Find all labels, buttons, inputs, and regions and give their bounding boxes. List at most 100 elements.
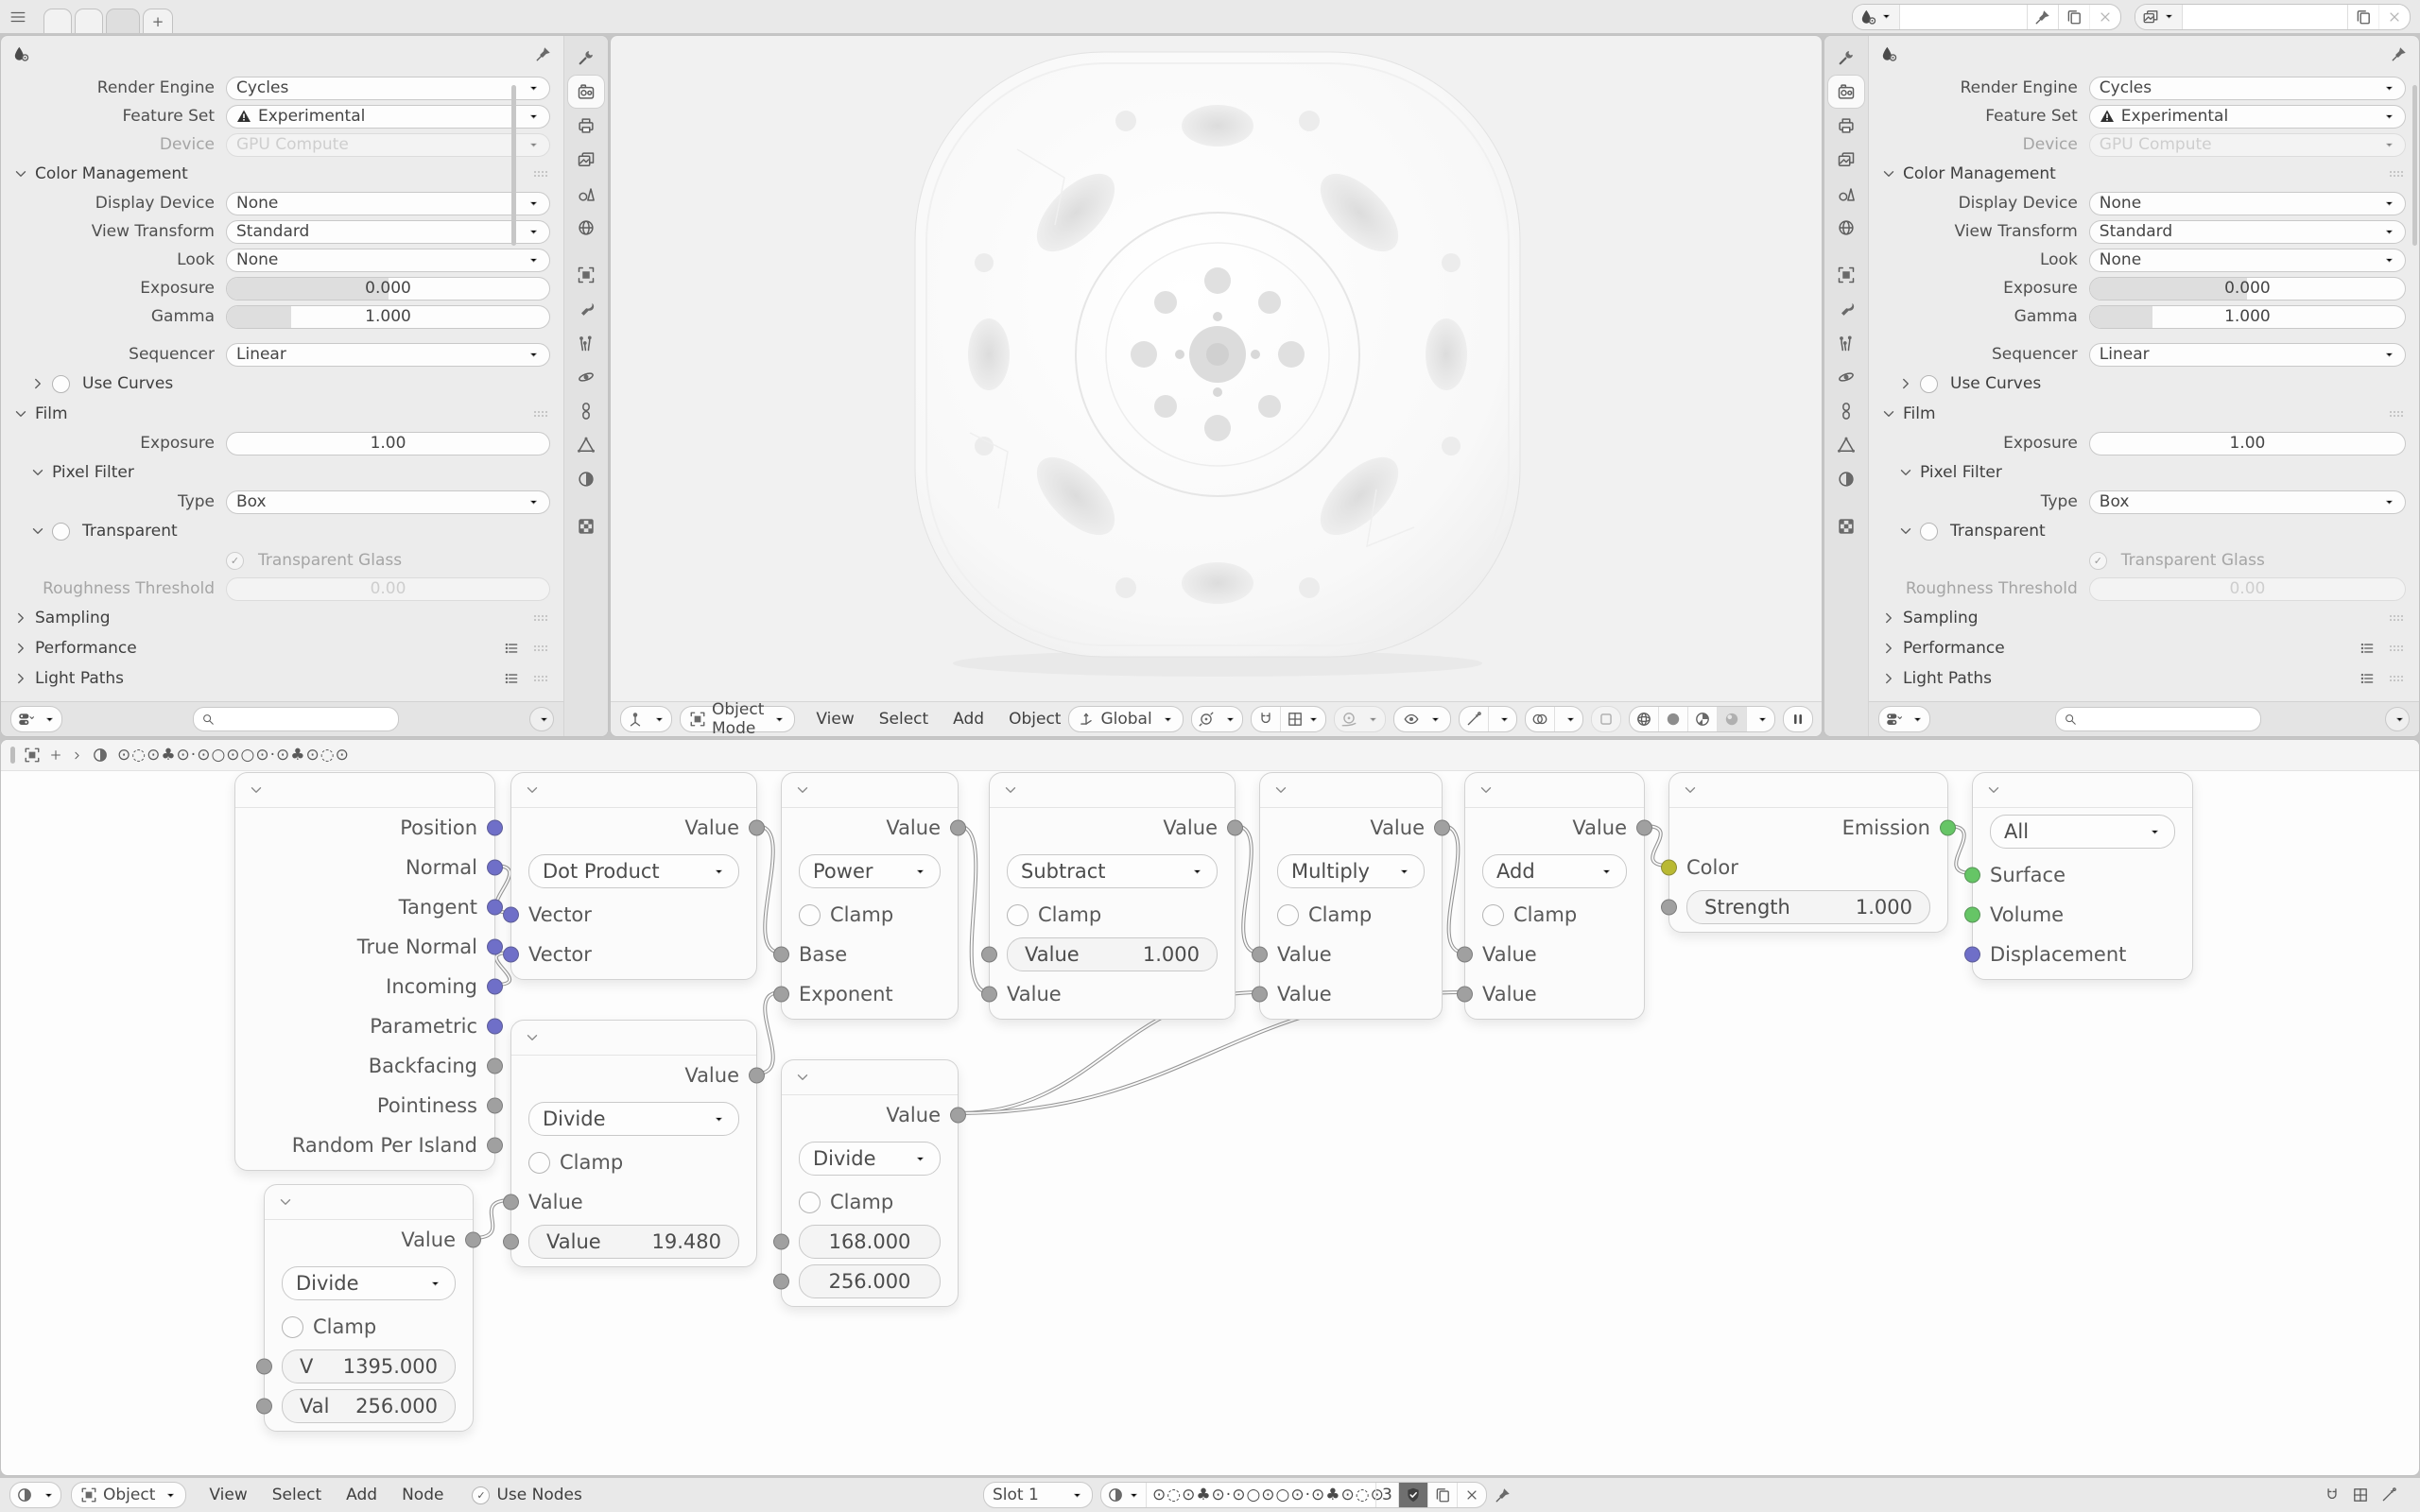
transparent-glass-checkbox[interactable] [226,551,244,570]
properties-tab-render[interactable] [568,76,604,108]
workspace-tab-3[interactable] [106,9,140,33]
sequencer-dropdown[interactable]: Linear [2088,342,2406,367]
drag-grip[interactable] [2389,674,2404,683]
panel-header-transparent[interactable]: Transparent [1950,522,2046,541]
panel-expand-icon[interactable] [12,610,29,627]
shading-solid-button[interactable] [1657,707,1687,731]
value-number-field[interactable]: 168.000 [799,1225,941,1259]
panel-expand-icon[interactable] [1880,670,1897,687]
properties-tab-tool[interactable] [1828,42,1864,74]
scene-icon-button[interactable] [1853,4,1899,29]
drag-grip[interactable] [533,644,548,653]
panel-header-light-paths[interactable]: Light Paths [35,669,125,688]
true-normal-output-socket[interactable] [487,938,503,955]
pin-icon[interactable] [1495,1486,1512,1503]
pause-render-button[interactable] [1782,706,1813,732]
properties-tab-scene[interactable] [568,178,604,210]
properties-tab-object-data[interactable] [568,429,604,461]
properties-tab-material[interactable] [568,463,604,495]
material-name-field[interactable]: ⊙◌⊙♣⊙·⊙○⊙○⊙·⊙♣⊙◌⊙ [1146,1483,1384,1507]
value-output-socket[interactable] [749,819,765,836]
display-device-dropdown[interactable]: None [226,191,550,215]
node-header[interactable] [235,773,494,808]
panel-header-film[interactable]: Film [35,404,68,423]
feature-set-dropdown[interactable]: Experimental [2088,104,2406,129]
value-input-socket[interactable] [503,1194,519,1211]
copy-scene-button[interactable] [2058,4,2089,29]
drag-grip[interactable] [2389,644,2404,653]
exposure-field[interactable]: 1.00 [226,431,550,455]
type-dropdown[interactable]: Box [2088,490,2406,514]
panel-header-use-curves[interactable]: Use Curves [1950,374,2042,393]
viewport-menu-object[interactable]: Object [1009,710,1062,729]
drag-grip[interactable] [533,674,548,683]
panel-header-sampling[interactable]: Sampling [35,609,111,627]
shading-rendered-button[interactable] [1716,707,1746,731]
emission-output-socket[interactable] [1940,819,1956,836]
panel-expand-icon[interactable] [29,375,46,392]
operation-dropdown[interactable]: Add [1482,854,1627,888]
list-icon[interactable] [503,670,520,687]
collapse-node-icon[interactable] [1478,782,1495,799]
shader-type-dropdown[interactable]: Object [71,1482,187,1508]
node-add[interactable]: Value Add Clamp Value Value [1457,772,1652,1020]
properties-tab-particles[interactable] [1828,327,1864,359]
overlays-dropdown[interactable] [1553,707,1582,731]
shading-material-button[interactable] [1686,707,1717,731]
scene-name-field[interactable] [1899,4,2027,29]
panel-expand-icon[interactable] [1880,405,1897,422]
panel-expand-icon[interactable] [1897,523,1914,540]
properties-tab-texture[interactable] [1828,510,1864,542]
use-nodes-checkbox[interactable]: Use Nodes [472,1486,582,1504]
value-output-socket[interactable] [749,1067,765,1084]
list-icon[interactable] [2359,640,2376,657]
value-input-socket[interactable] [981,986,997,1003]
drag-grip[interactable] [2389,613,2404,623]
render-engine-dropdown[interactable]: Cycles [2088,76,2406,100]
material-users-button[interactable]: 3 [1375,1483,1398,1507]
pin-id-icon[interactable] [535,45,552,62]
clamp-checkbox[interactable] [1482,903,1504,926]
viewport-canvas[interactable] [611,36,1822,702]
add-workspace-button[interactable]: + [143,9,173,33]
v-number-field[interactable]: V 1395.000 [282,1349,456,1383]
device-dropdown[interactable]: GPU Compute [226,132,550,157]
value-input-socket[interactable] [981,946,997,963]
node-power[interactable]: Value Power Clamp Base Exponent [773,772,966,1020]
properties-tab-tool[interactable] [568,42,604,74]
collapse-node-icon[interactable] [524,782,541,799]
collapse-node-icon[interactable] [794,1069,811,1086]
device-dropdown[interactable]: GPU Compute [2088,132,2406,157]
node-header[interactable] [511,773,756,808]
panel-expand-icon[interactable] [12,405,29,422]
properties-tab-object[interactable] [1828,259,1864,291]
value-input-socket[interactable] [773,1273,789,1290]
collapse-node-icon[interactable] [1002,782,1019,799]
use-curves-checkbox[interactable] [52,374,70,393]
viewport-menu-add[interactable]: Add [953,710,985,729]
clamp-checkbox[interactable] [799,903,821,926]
slot-dropdown[interactable]: Slot 1 [983,1482,1093,1508]
render-engine-dropdown[interactable]: Cycles [226,76,550,100]
proportional-editing-dropdown[interactable] [1333,706,1386,732]
clamp-checkbox[interactable] [799,1191,821,1213]
node-header[interactable] [1669,773,1947,808]
strength-input-socket[interactable] [1661,899,1677,916]
clamp-checkbox[interactable] [1277,903,1299,926]
tangent-output-socket[interactable] [487,899,503,916]
panel-header-light-paths[interactable]: Light Paths [1903,669,1993,688]
panel-header-transparent[interactable]: Transparent [82,522,178,541]
value-number-field[interactable]: Value 19.480 [528,1225,739,1259]
strength-number-field[interactable]: Strength 1.000 [1686,890,1930,924]
panel-expand-icon[interactable] [29,464,46,481]
value-output-socket[interactable] [465,1231,481,1248]
value-input-socket[interactable] [1457,946,1473,963]
workspace-tab-1[interactable] [43,9,72,33]
look-dropdown[interactable]: None [2088,248,2406,272]
properties-tab-output[interactable] [568,110,604,142]
backfacing-output-socket[interactable] [487,1057,503,1074]
properties-tab-physics[interactable] [1828,361,1864,393]
panel-header-pixel-filter[interactable]: Pixel Filter [52,463,134,482]
material-browse-button[interactable] [1101,1483,1146,1507]
node-header[interactable] [782,1060,958,1095]
